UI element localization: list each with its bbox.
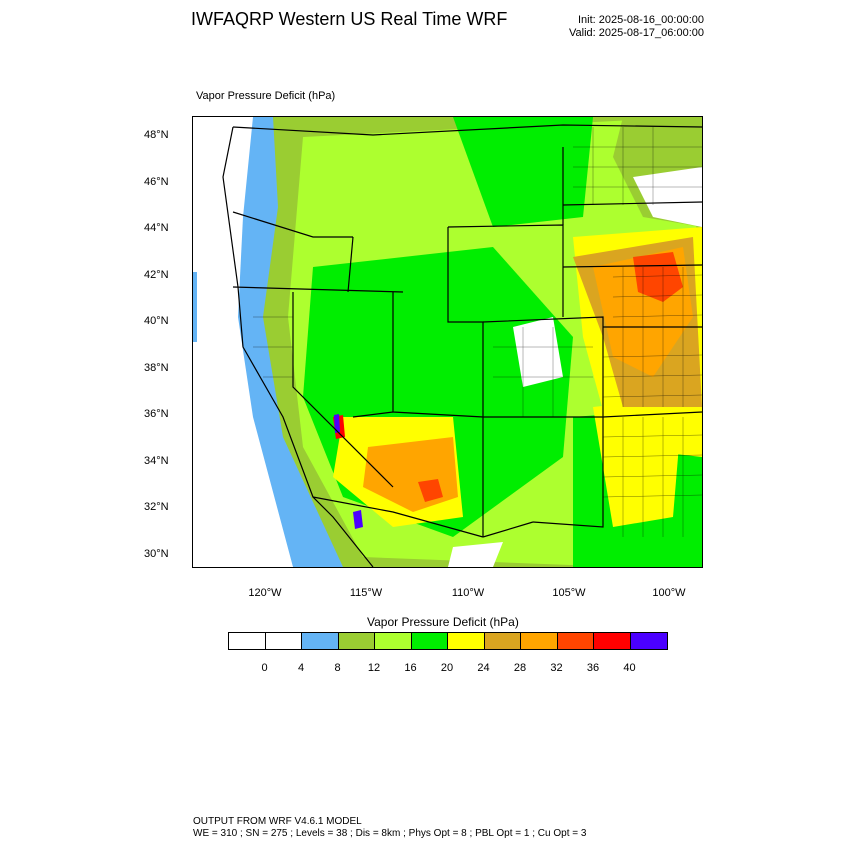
colorbar-swatch — [521, 633, 558, 649]
field-label: Vapor Pressure Deficit (hPa) — [196, 90, 336, 102]
colorbar-swatch — [338, 633, 375, 649]
colorbar-swatch — [594, 633, 631, 649]
lon-label-100w: 100°W — [652, 587, 686, 599]
colorbar-tick-label: 20 — [440, 662, 454, 674]
colorbar-tick-label: 4 — [297, 662, 305, 674]
colorbar-tick-label: 12 — [367, 662, 381, 674]
lon-label-115w: 115°W — [349, 587, 383, 599]
lon-label-120w: 120°W — [248, 587, 282, 599]
colorbar-swatch — [448, 633, 485, 649]
colorbar-tick-label: 16 — [404, 662, 417, 674]
colorbar-swatch — [302, 633, 339, 649]
colorbar-tick-label: 24 — [477, 662, 490, 674]
map-panel — [192, 116, 703, 568]
colorbar-tick-label: 28 — [513, 662, 527, 674]
colorbar-tick-label: 32 — [550, 662, 563, 674]
colorbar-swatch — [484, 633, 521, 649]
lon-label-105w: 105°W — [552, 587, 586, 599]
lat-label-48n: 48°N — [144, 129, 169, 141]
lat-label-40n: 40°N — [144, 315, 169, 327]
lat-label-44n: 44°N — [144, 222, 169, 234]
lat-label-30n: 30°N — [144, 548, 169, 560]
lat-label-32n: 32°N — [144, 501, 169, 513]
valid-time: Valid: 2025-08-17_06:00:00 — [569, 27, 704, 39]
vpd-map — [193, 117, 702, 567]
lat-label-46n: 46°N — [144, 176, 169, 188]
colorbar-swatch — [265, 633, 302, 649]
chart-title: IWFAQRP Western US Real Time WRF — [191, 9, 508, 29]
colorbar-swatch — [229, 633, 266, 649]
lat-label-38n: 38°N — [144, 362, 169, 374]
colorbar-swatch — [557, 633, 594, 649]
init-time: Init: 2025-08-16_00:00:00 — [578, 14, 704, 26]
lon-label-110w: 110°W — [451, 587, 485, 599]
colorbar-swatch — [375, 633, 412, 649]
lat-label-34n: 34°N — [144, 455, 169, 467]
model-info-line2: WE = 310 ; SN = 275 ; Levels = 38 ; Dis … — [193, 828, 587, 839]
colorbar-tick-label: 0 — [261, 662, 268, 674]
lat-label-42n: 42°N — [144, 269, 169, 281]
colorbar — [228, 632, 668, 650]
colorbar-tick-label: 40 — [623, 662, 636, 674]
colorbar-swatch — [630, 633, 667, 649]
colorbar-tick-label: 8 — [334, 662, 341, 674]
colorbar-tick-label: 36 — [586, 662, 600, 674]
model-info-line1: OUTPUT FROM WRF V4.6.1 MODEL — [193, 816, 362, 827]
colorbar-title: Vapor Pressure Deficit (hPa) — [367, 615, 519, 629]
colorbar-swatch — [411, 633, 448, 649]
lat-label-36n: 36°N — [144, 408, 169, 420]
